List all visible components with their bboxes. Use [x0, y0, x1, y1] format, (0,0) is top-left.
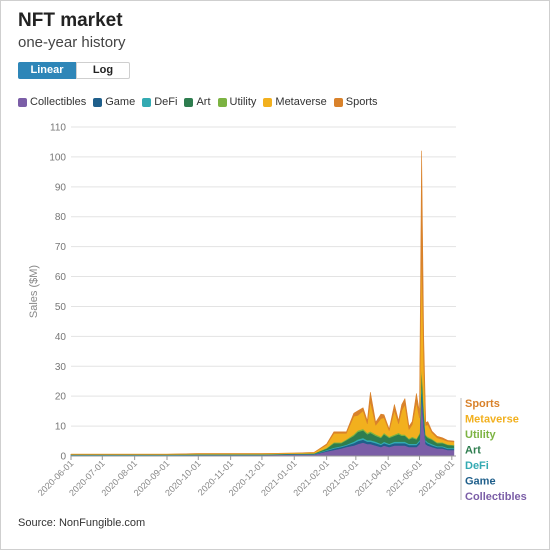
y-tick-label: 90 — [55, 182, 67, 193]
legend-swatch — [18, 97, 27, 107]
y-tick-label: 100 — [49, 152, 66, 163]
end-label-defi: DeFi — [465, 460, 489, 472]
legend-swatch — [93, 97, 103, 107]
legend-item-art[interactable]: Art — [184, 96, 211, 108]
legend-label: Sports — [345, 96, 378, 108]
legend: Collectibles Game DeFi Art Utility Metaverse S… — [18, 96, 385, 108]
legend-swatch — [142, 97, 152, 107]
end-label-sports: Sports — [465, 398, 500, 410]
legend-label: Art — [196, 96, 211, 108]
end-label-collectibles: Collectibles — [465, 491, 527, 503]
area-sports — [70, 150, 455, 455]
y-tick-label: 70 — [55, 242, 67, 253]
legend-label: Collectibles — [30, 96, 87, 108]
legend-item-utility[interactable]: Utility — [217, 96, 257, 108]
y-tick-label: 30 — [55, 362, 67, 373]
legend-item-collectibles[interactable]: Collectibles — [18, 96, 86, 108]
legend-swatch — [333, 97, 343, 107]
y-tick-label: 50 — [55, 302, 67, 313]
legend-label: DeFi — [154, 96, 178, 108]
area-metaverse — [70, 243, 455, 455]
end-label-metaverse: Metaverse — [465, 414, 519, 426]
end-label-art: Art — [465, 445, 481, 457]
chart-subtitle: one-year history — [18, 34, 126, 51]
legend-item-sports[interactable]: Sports — [333, 96, 378, 108]
legend-item-metaverse[interactable]: Metaverse — [263, 96, 327, 108]
y-tick-label: 40 — [55, 332, 67, 343]
legend-item-defi[interactable]: DeFi — [142, 96, 177, 108]
y-tick-label: 60 — [55, 272, 67, 283]
end-label-game: Game — [465, 476, 496, 488]
legend-label: Metaverse — [275, 96, 327, 108]
legend-label: Game — [105, 96, 136, 108]
scale-toggle: Linear Log — [18, 62, 130, 79]
legend-swatch — [184, 97, 194, 107]
y-tick-label: 0 — [60, 452, 66, 463]
end-label-utility: Utility — [465, 429, 496, 441]
y-tick-label: 110 — [50, 123, 66, 134]
source-note: Source: NonFungible.com — [18, 517, 146, 529]
linear-scale-button[interactable]: Linear — [18, 62, 76, 79]
legend-item-game[interactable]: Game — [93, 96, 135, 108]
y-tick-label: 20 — [55, 392, 67, 403]
area-art — [70, 366, 455, 456]
legend-swatch — [263, 97, 273, 107]
y-tick-label: 80 — [55, 212, 67, 223]
log-scale-button[interactable]: Log — [76, 62, 130, 79]
legend-swatch — [217, 97, 227, 107]
y-tick-label: 10 — [55, 422, 67, 433]
chart-title: NFT market — [18, 10, 123, 31]
legend-label: Utility — [229, 96, 257, 108]
y-axis-label: Sales ($M) — [28, 265, 40, 318]
